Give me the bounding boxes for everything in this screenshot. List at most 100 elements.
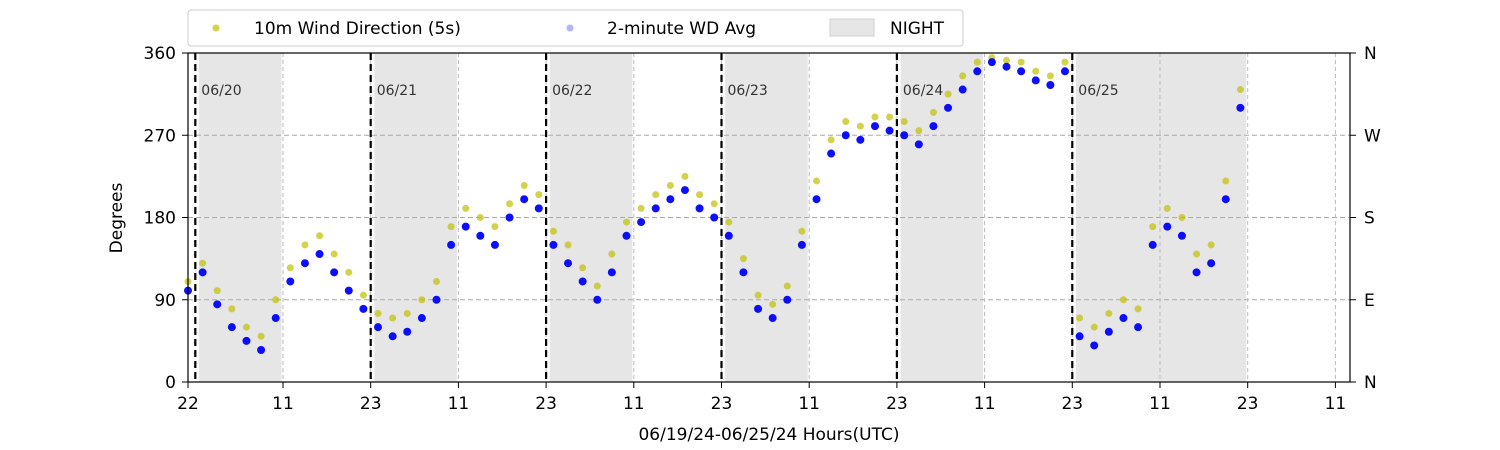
avg-point-61 (1075, 332, 1084, 341)
avg-point-29 (607, 268, 616, 277)
avg-point-3 (227, 323, 236, 332)
day-marker-layer: 06/20 06/21 06/22 06/23 06/24 06/25 (194, 53, 1119, 382)
wind-point-28 (593, 282, 601, 290)
avg-point-6 (271, 314, 280, 323)
avg-point-65 (1134, 323, 1143, 332)
x-axis-title: 06/19/24-06/25/24 Hours(UTC) (638, 425, 899, 445)
wind-point-54 (973, 58, 981, 66)
legend-marker-night (829, 18, 875, 37)
wind-point-40 (769, 300, 777, 308)
wind-point-7 (286, 264, 294, 272)
wind-point-46 (856, 122, 864, 130)
wind-point-27 (579, 264, 587, 272)
avg-point-58 (1031, 76, 1040, 85)
avg-point-24 (534, 204, 543, 213)
wind-point-3 (228, 305, 236, 313)
y2-tick-label-1: E (1364, 291, 1375, 311)
x-tick-label-2: 23 (360, 394, 382, 414)
avg-point-52 (944, 103, 953, 112)
wind-point-35 (696, 191, 704, 199)
avg-point-43 (812, 195, 821, 204)
avg-point-44 (827, 149, 836, 158)
wind-point-59 (1046, 72, 1054, 80)
wind-point-53 (959, 72, 967, 80)
wind-point-33 (666, 182, 674, 190)
avg-point-57 (1017, 67, 1026, 76)
avg-point-11 (344, 286, 353, 295)
y-tick-label-0: 0 (165, 373, 176, 393)
avg-point-37 (724, 231, 733, 240)
y2-tick-label-3: W (1364, 126, 1381, 146)
avg-point-17 (432, 295, 441, 304)
avg-point-14 (388, 332, 397, 341)
wind-point-24 (535, 191, 543, 199)
wind-point-9 (316, 232, 324, 240)
avg-point-34 (680, 186, 689, 195)
legend-frame (187, 9, 964, 47)
wind-point-30 (622, 218, 630, 226)
wind-point-43 (813, 177, 821, 185)
wind-point-14 (389, 314, 397, 322)
avg-point-25 (549, 240, 558, 249)
wind-point-22 (506, 200, 514, 208)
x-tick-layer: 22 11 23 11 23 11 23 11 23 11 23 11 23 11 (177, 382, 1346, 414)
wind-point-65 (1134, 305, 1142, 313)
avg-point-22 (505, 213, 514, 222)
avg-point-41 (783, 295, 792, 304)
wind-point-11 (345, 268, 353, 276)
x-tick-label-0: 22 (177, 394, 199, 414)
avg-point-63 (1104, 327, 1113, 336)
day-marker-label-2: 06/22 (552, 83, 592, 99)
wind-point-29 (608, 250, 616, 258)
wind-point-56 (1003, 56, 1011, 64)
wind-point-63 (1105, 309, 1113, 317)
avg-point-71 (1221, 195, 1230, 204)
avg-point-42 (797, 240, 806, 249)
avg-point-67 (1163, 222, 1172, 231)
avg-point-1 (198, 268, 207, 277)
wind-point-36 (710, 200, 718, 208)
avg-point-13 (374, 323, 383, 332)
wind-point-67 (1163, 204, 1171, 212)
x-tick-label-5: 11 (623, 394, 645, 414)
wind-point-23 (520, 182, 528, 190)
x-tick-label-10: 23 (1061, 394, 1083, 414)
avg-point-35 (695, 204, 704, 213)
wind-point-69 (1193, 250, 1201, 258)
wind-point-31 (637, 204, 645, 212)
x-tick-label-3: 11 (448, 394, 470, 414)
avg-point-36 (710, 213, 719, 222)
legend: 10m Wind Direction (5s) 2-minute WD Avg … (187, 9, 964, 47)
wind-point-61 (1076, 314, 1084, 322)
day-marker-label-4: 06/24 (903, 83, 943, 99)
wind-point-16 (418, 296, 426, 304)
wind-point-10 (330, 250, 338, 258)
wind-point-50 (915, 127, 923, 135)
avg-point-16 (417, 314, 426, 323)
avg-point-30 (622, 231, 631, 240)
avg-point-54 (973, 67, 982, 76)
day-marker-label-3: 06/23 (727, 83, 767, 99)
avg-point-50 (914, 140, 923, 149)
avg-point-23 (520, 195, 529, 204)
avg-point-12 (359, 304, 368, 313)
wind-point-41 (783, 282, 791, 290)
wind-point-25 (549, 227, 557, 235)
avg-point-45 (841, 131, 850, 140)
wind-point-39 (754, 291, 762, 299)
avg-point-26 (564, 259, 573, 268)
legend-marker-avg (566, 24, 574, 32)
x-tick-label-7: 11 (798, 394, 820, 414)
avg-point-49 (900, 131, 909, 140)
wind-point-18 (447, 223, 455, 231)
y2-tick-label-2: S (1364, 209, 1375, 229)
wind-point-64 (1119, 296, 1127, 304)
wind-point-42 (798, 227, 806, 235)
avg-point-72 (1236, 103, 1245, 112)
wind-point-20 (476, 214, 484, 221)
avg-point-8 (300, 259, 309, 268)
x-tick-label-13: 11 (1325, 394, 1347, 414)
wind-point-8 (301, 241, 309, 249)
avg-point-51 (929, 122, 938, 131)
